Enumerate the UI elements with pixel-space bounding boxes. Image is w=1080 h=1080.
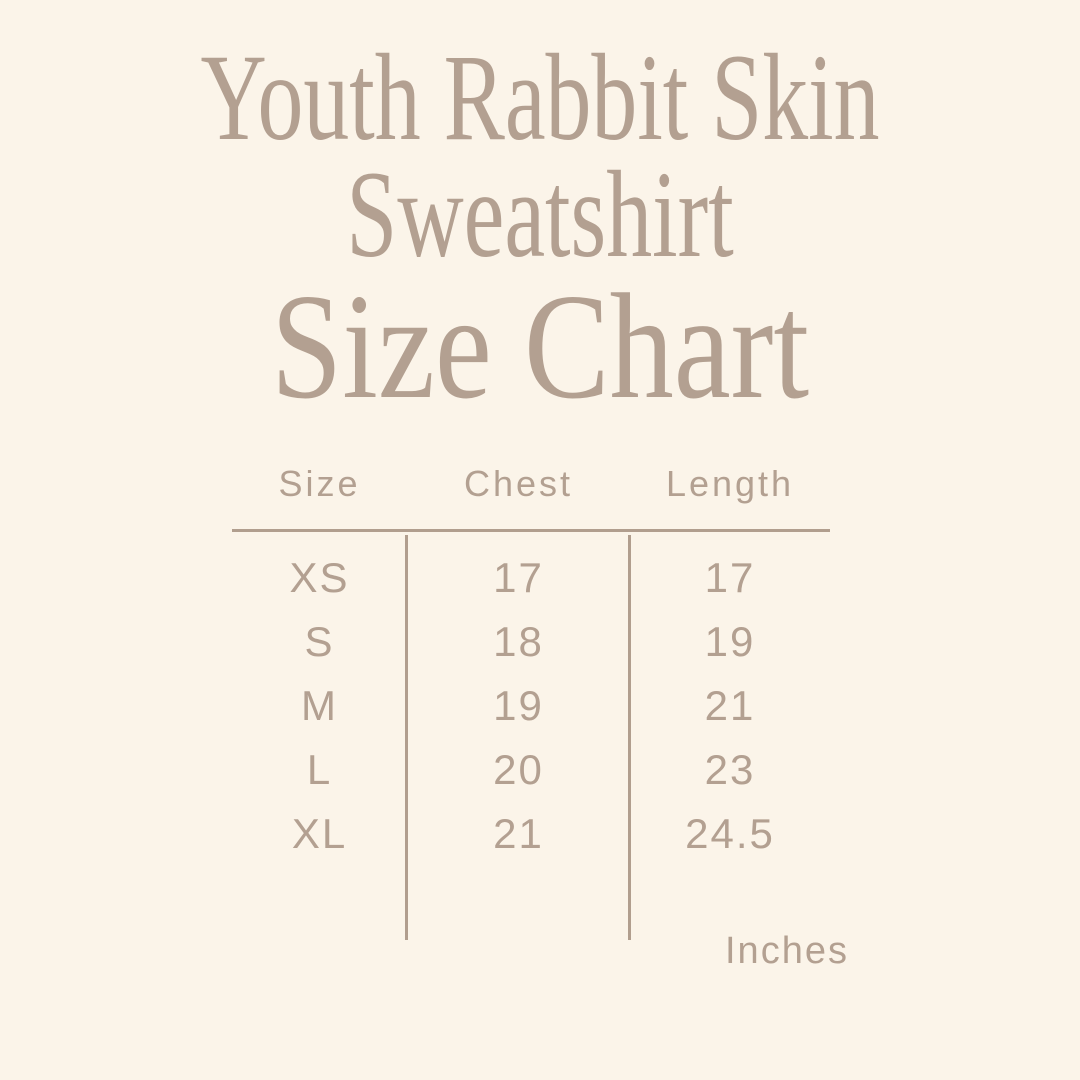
unit-label: Inches: [725, 930, 849, 972]
length-cell: 17: [704, 554, 756, 601]
size-cell: S: [304, 618, 335, 665]
column-header-chest: Chest: [463, 463, 574, 504]
column-divider-2: [628, 535, 631, 940]
header-rule: [232, 529, 830, 532]
product-title-line-1: Youth Rabbit Skin: [200, 29, 880, 166]
column-divider-1: [405, 535, 408, 940]
size-cell: L: [306, 746, 333, 793]
length-cell: 19: [704, 618, 756, 665]
chest-cell: 21: [493, 810, 544, 857]
chest-cell: 20: [493, 746, 544, 793]
column-header-length: Length: [665, 463, 795, 504]
chest-cell: 19: [493, 682, 544, 729]
size-cell: M: [301, 682, 338, 729]
table-body: XS 17 17 S 18 19 M 19 21 L 20 23 XL 21 2…: [232, 546, 830, 866]
size-cell: XL: [291, 810, 348, 857]
length-cell: 24.5: [685, 810, 775, 857]
length-cell: 23: [704, 746, 756, 793]
chest-cell: 18: [493, 618, 544, 665]
chest-cell: 17: [493, 554, 544, 601]
length-cell: 21: [704, 682, 756, 729]
size-chart-heading: Size Chart: [270, 262, 810, 430]
column-header-size: Size: [278, 463, 361, 504]
size-cell: XS: [289, 554, 350, 601]
table-header-row: Size Chest Length: [232, 466, 830, 502]
product-title-line-2: Sweatshirt: [346, 146, 734, 283]
